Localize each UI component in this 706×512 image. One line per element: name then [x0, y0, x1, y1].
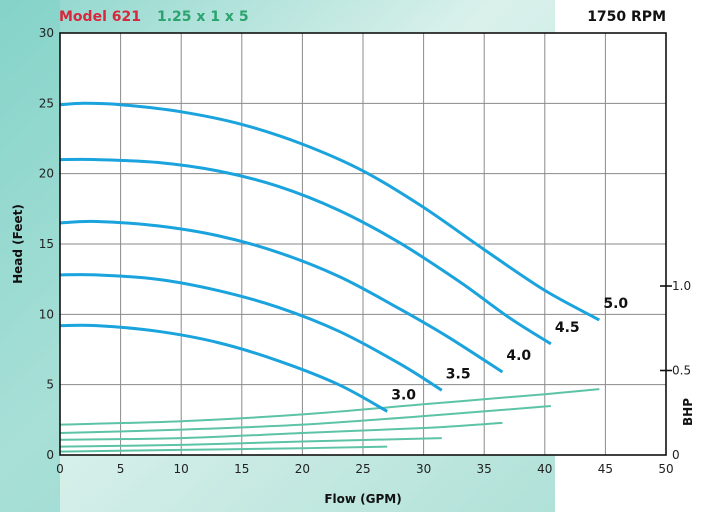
grid-lines [60, 33, 666, 455]
y-tick-label: 0 [46, 448, 54, 462]
curve-label-5-0: 5.0 [603, 296, 628, 312]
y-tick-label: 25 [39, 96, 54, 110]
y2-tick-labels: 0 0.5 1.0 [660, 279, 691, 462]
rpm-label: 1750 RPM [587, 9, 666, 25]
curve-label-4-5: 4.5 [555, 320, 580, 336]
y-tick-label: 20 [39, 167, 54, 181]
plot-frame [59, 32, 667, 456]
curve-label-3-5: 3.5 [446, 366, 471, 382]
bhp-curve-4-0 [59, 421, 503, 441]
bhp-curve-3-0 [59, 445, 388, 453]
y-tick-label: 30 [39, 26, 54, 40]
head-curve-3-0 [59, 323, 388, 413]
head-curve-3-5 [59, 273, 443, 392]
x-tick-label: 50 [658, 462, 673, 476]
bhp-curves [59, 388, 600, 453]
x-tick-label: 0 [56, 462, 64, 476]
x-tick-label: 45 [598, 462, 613, 476]
x-tick-labels: 0 5 10 15 20 25 30 35 40 45 50 [56, 462, 673, 476]
x-axis-label: Flow (GPM) [324, 492, 401, 506]
y2-tick-label: 0 [672, 448, 680, 462]
model-size: 1.25 x 1 x 5 [157, 9, 249, 25]
bhp-curve-5-0 [59, 388, 600, 426]
x-tick-label: 5 [117, 462, 125, 476]
y-tick-label: 15 [39, 237, 54, 251]
x-tick-label: 30 [416, 462, 431, 476]
bhp-curve-4-5 [59, 405, 551, 434]
head-curve-4-0 [59, 219, 504, 374]
y-tick-label: 10 [39, 307, 54, 321]
y-tick-labels: 0 5 10 15 20 25 30 [39, 26, 54, 462]
x-tick-label: 10 [174, 462, 189, 476]
curve-label-3-0: 3.0 [391, 387, 416, 403]
x-tick-label: 15 [234, 462, 249, 476]
bhp-curve-3-5 [59, 437, 442, 448]
x-tick-label: 35 [477, 462, 492, 476]
x-tick-label: 20 [295, 462, 310, 476]
y2-tick-label: 1.0 [672, 279, 691, 293]
head-curve-4-5 [59, 157, 552, 346]
y2-tick-label: 0.5 [672, 364, 691, 378]
curve-label-4-0: 4.0 [506, 348, 531, 364]
y-axis-label: Head (Feet) [11, 204, 25, 284]
head-curves [59, 101, 601, 413]
x-tick-label: 40 [537, 462, 552, 476]
model-title: Model 621 [59, 9, 141, 25]
x-tick-label: 25 [355, 462, 370, 476]
y-tick-label: 5 [46, 378, 54, 392]
curve-labels: 5.0 4.5 4.0 3.5 3.0 [391, 296, 628, 403]
y2-axis-label: BHP [681, 398, 695, 426]
head-curve-5-0 [59, 101, 601, 322]
